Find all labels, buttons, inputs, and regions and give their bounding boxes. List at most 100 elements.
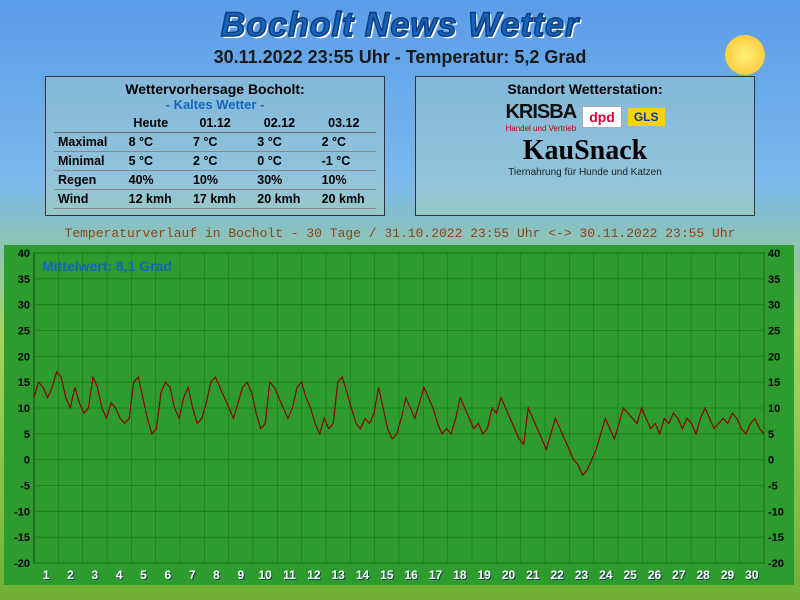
cell-value: 10% [312, 171, 376, 190]
cell-value: 8 °C [119, 133, 183, 152]
krisba-logo: KRISBA [505, 101, 576, 124]
page-title: Bocholt News Wetter [0, 0, 800, 45]
svg-text:2: 2 [67, 568, 74, 582]
table-row: Wind12 kmh17 kmh20 kmh20 kmh [54, 190, 376, 209]
svg-text:1: 1 [43, 568, 50, 582]
dpd-logo: dpd [582, 106, 622, 128]
cell-value: 40% [119, 171, 183, 190]
svg-text:5: 5 [768, 429, 774, 441]
cell-value: 2 °C [183, 152, 247, 171]
svg-text:5: 5 [24, 429, 30, 441]
chart-title: Temperaturverlauf in Bocholt - 30 Tage /… [4, 226, 796, 241]
svg-text:22: 22 [550, 568, 564, 582]
svg-text:16: 16 [404, 568, 418, 582]
svg-text:-5: -5 [768, 481, 778, 493]
cell-value: 10% [183, 171, 247, 190]
svg-text:10: 10 [258, 568, 272, 582]
svg-text:23: 23 [575, 568, 589, 582]
table-row: Minimal5 °C2 °C0 °C-1 °C [54, 152, 376, 171]
svg-text:0: 0 [768, 455, 774, 467]
svg-text:-10: -10 [768, 506, 784, 518]
svg-text:20: 20 [768, 351, 780, 363]
svg-text:35: 35 [768, 274, 780, 286]
svg-text:4: 4 [116, 568, 123, 582]
svg-text:30: 30 [768, 300, 780, 312]
cell-value: 2 °C [312, 133, 376, 152]
svg-text:Mittelwert: 8,1 Grad: Mittelwert: 8,1 Grad [42, 258, 172, 274]
svg-text:-15: -15 [768, 532, 784, 544]
forecast-title: Wettervorhersage Bocholt: [54, 81, 376, 97]
cell-value: 20 kmh [247, 190, 311, 209]
krisba-sub: Handel und Vertrieb [505, 124, 576, 133]
svg-text:11: 11 [283, 568, 296, 582]
svg-text:10: 10 [768, 403, 780, 415]
forecast-col-header: 03.12 [312, 114, 376, 133]
svg-text:25: 25 [623, 568, 637, 582]
cell-value: 12 kmh [119, 190, 183, 209]
svg-text:9: 9 [237, 568, 244, 582]
kausnack-logo: KauSnack [424, 135, 746, 167]
svg-text:30: 30 [18, 300, 30, 312]
svg-text:19: 19 [477, 568, 491, 582]
svg-text:25: 25 [768, 326, 780, 338]
row-label: Regen [54, 171, 119, 190]
svg-text:17: 17 [429, 568, 443, 582]
forecast-col-header: 02.12 [247, 114, 311, 133]
table-row: Maximal8 °C7 °C3 °C2 °C [54, 133, 376, 152]
cell-value: 30% [247, 171, 311, 190]
svg-text:-20: -20 [768, 558, 784, 570]
cell-value: 7 °C [183, 133, 247, 152]
svg-text:26: 26 [648, 568, 662, 582]
svg-text:15: 15 [768, 377, 780, 389]
svg-text:15: 15 [18, 377, 30, 389]
gls-logo: GLS [628, 108, 665, 126]
svg-text:3: 3 [91, 568, 98, 582]
svg-text:-10: -10 [14, 506, 30, 518]
svg-text:8: 8 [213, 568, 220, 582]
temperature-chart: -20-20-15-15-10-10-5-5005510101515202025… [4, 245, 794, 585]
cell-value: 20 kmh [312, 190, 376, 209]
cell-value: -1 °C [312, 152, 376, 171]
svg-text:15: 15 [380, 568, 394, 582]
svg-text:25: 25 [18, 326, 30, 338]
forecast-subtitle: - Kaltes Wetter - [54, 97, 376, 112]
svg-text:-20: -20 [14, 558, 30, 570]
forecast-col-header: 01.12 [183, 114, 247, 133]
cell-value: 3 °C [247, 133, 311, 152]
svg-text:13: 13 [331, 568, 345, 582]
svg-text:40: 40 [18, 248, 30, 260]
svg-text:14: 14 [356, 568, 370, 582]
forecast-col-header: Heute [119, 114, 183, 133]
svg-text:40: 40 [768, 248, 780, 260]
page-subtitle: 30.11.2022 23:55 Uhr - Temperatur: 5,2 G… [0, 47, 800, 68]
svg-text:5: 5 [140, 568, 147, 582]
row-label: Maximal [54, 133, 119, 152]
svg-text:18: 18 [453, 568, 467, 582]
row-label: Minimal [54, 152, 119, 171]
table-row: Regen40%10%30%10% [54, 171, 376, 190]
cell-value: 5 °C [119, 152, 183, 171]
svg-text:21: 21 [526, 568, 540, 582]
svg-text:0: 0 [24, 455, 30, 467]
forecast-table: Heute01.1202.1203.12 Maximal8 °C7 °C3 °C… [54, 114, 376, 209]
svg-text:12: 12 [307, 568, 321, 582]
sun-decoration [700, 10, 790, 100]
svg-text:6: 6 [164, 568, 171, 582]
svg-text:29: 29 [721, 568, 735, 582]
svg-text:35: 35 [18, 274, 30, 286]
svg-text:30: 30 [745, 568, 759, 582]
chart-container: Temperaturverlauf in Bocholt - 30 Tage /… [4, 226, 796, 585]
svg-text:7: 7 [189, 568, 196, 582]
svg-text:10: 10 [18, 403, 30, 415]
cell-value: 17 kmh [183, 190, 247, 209]
kausnack-sub: Tiernahrung für Hunde und Katzen [424, 167, 746, 178]
forecast-col-header [54, 114, 119, 133]
svg-text:28: 28 [696, 568, 710, 582]
row-label: Wind [54, 190, 119, 209]
svg-text:20: 20 [502, 568, 516, 582]
cell-value: 0 °C [247, 152, 311, 171]
svg-text:27: 27 [672, 568, 686, 582]
sponsor-title: Standort Wetterstation: [424, 81, 746, 97]
svg-text:-15: -15 [14, 532, 30, 544]
forecast-panel: Wettervorhersage Bocholt: - Kaltes Wette… [45, 76, 385, 216]
